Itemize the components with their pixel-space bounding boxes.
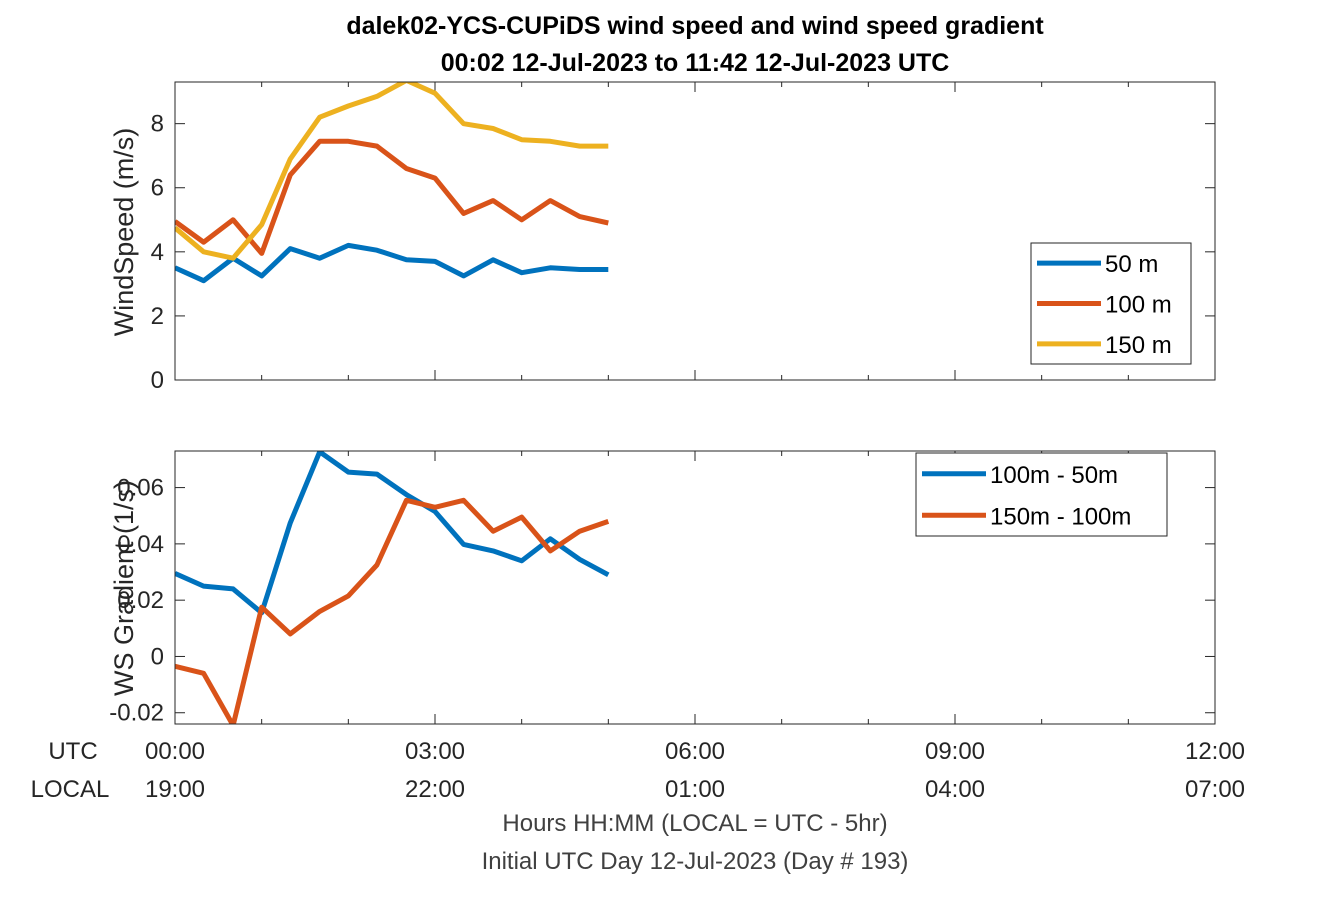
series-line-50-m [175, 242, 609, 284]
x-tick-label-utc: 12:00 [1185, 738, 1245, 765]
x-tick-label-utc: 03:00 [405, 738, 465, 765]
windspeed-panel: 0 2 4 6 8 WindSpeed (m/s) 50 m 100 m 150 m [109, 81, 1216, 394]
legend: 50 m 100 m 150 m [1030, 242, 1192, 365]
y-axis-label: WindSpeed (m/s) [109, 128, 139, 337]
y-axis-label: WS Gradient (1/s) [109, 480, 139, 696]
x-tick-label-local: 22:00 [405, 776, 465, 803]
x-tick-label-local: 04:00 [925, 776, 985, 803]
x-tick-label-utc: 09:00 [925, 738, 985, 765]
legend-box [915, 452, 1168, 537]
legend-entry: 150m - 100m [990, 503, 1131, 530]
x-tick-labels: 00:00 19:00 03:00 22:00 06:00 01:00 09:00 04:00… [145, 738, 1245, 803]
x-tick-label-utc: 06:00 [665, 738, 725, 765]
x-axis-label-line2: Initial UTC Day 12-Jul-2023 (Day # 193) [482, 848, 909, 875]
y-tick-label: 0.04 [117, 531, 164, 558]
local-row-label: LOCAL [31, 776, 110, 803]
y-tick-label: 0 [151, 367, 164, 394]
axes-box [174, 81, 1216, 381]
y-tick-label: 6 [151, 175, 164, 202]
y-tick-label: -0.02 [109, 700, 164, 727]
y-tick-label: 4 [151, 239, 164, 266]
legend-entry: 50 m [1105, 251, 1158, 278]
chart-title-line2: 00:02 12-Jul-2023 to 11:42 12-Jul-2023 U… [441, 49, 950, 77]
y-tick-label: 8 [151, 111, 164, 138]
utc-row-label: UTC [48, 738, 97, 765]
y-tick-label: 0 [151, 643, 164, 670]
legend-entry: 150 m [1105, 332, 1172, 359]
x-tick-label-utc: 00:00 [145, 738, 205, 765]
x-axis-label-line1: Hours HH:MM (LOCAL = UTC - 5hr) [502, 810, 887, 837]
legend: 100m - 50m 150m - 100m [915, 452, 1168, 537]
y-tick-label: 2 [151, 303, 164, 330]
legend-entry: 100m - 50m [990, 462, 1118, 489]
y-tick-label: 0.02 [117, 587, 164, 614]
chart-title-line1: dalek02-YCS-CUPiDS wind speed and wind s… [346, 12, 1044, 40]
y-tick-label: 0.06 [117, 475, 164, 502]
series-line-100m---50m [175, 451, 610, 616]
axes-box [174, 450, 1216, 725]
x-tick-label-local: 01:00 [665, 776, 725, 803]
series-line-100-m [175, 138, 609, 256]
series-line-150m---100m [175, 497, 610, 724]
legend-entry: 100 m [1105, 292, 1172, 319]
x-tick-label-local: 19:00 [145, 776, 205, 803]
x-tick-label-local: 07:00 [1185, 776, 1245, 803]
series-line-150-m [175, 82, 609, 261]
